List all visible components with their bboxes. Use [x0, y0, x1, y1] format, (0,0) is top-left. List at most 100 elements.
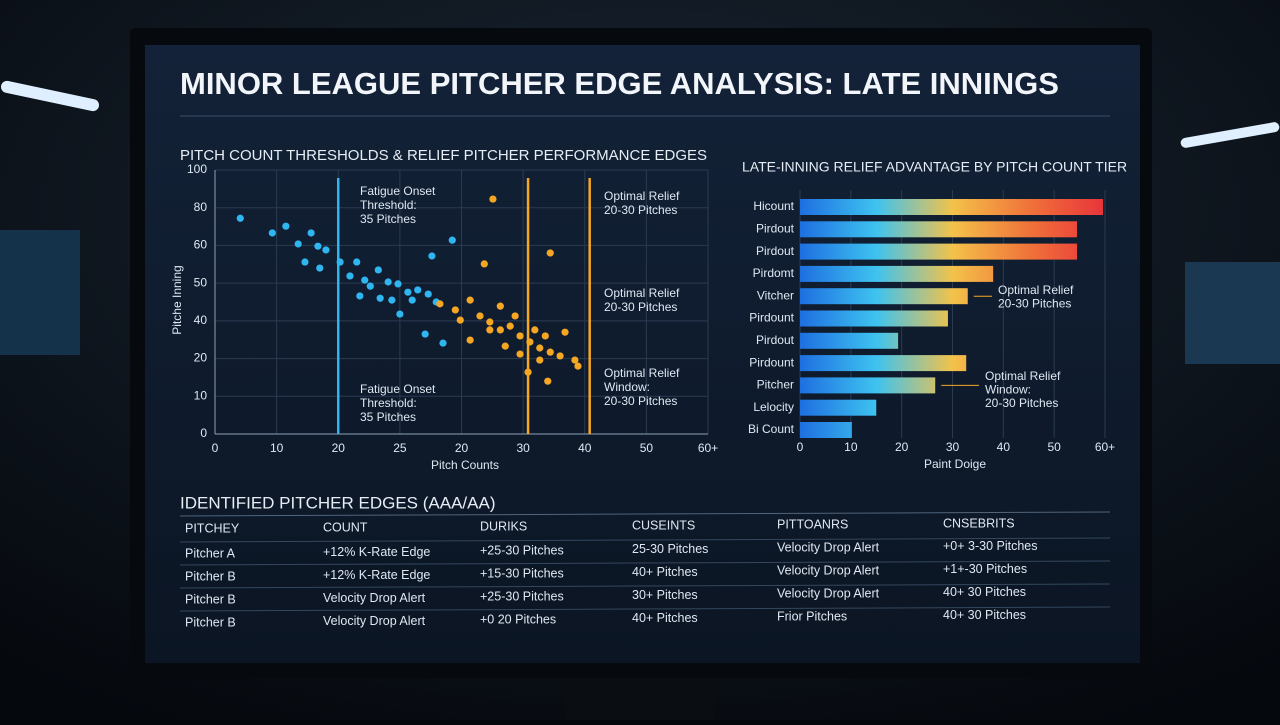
table-cell: Velocity Drop Alert: [777, 586, 880, 600]
x-tick-label: 0: [797, 440, 804, 454]
scatter-point: [294, 240, 302, 248]
table-header: PITTOANRS: [777, 517, 848, 531]
scatter-point: [546, 249, 554, 257]
y-axis-label: Pitche Inning: [170, 265, 184, 334]
scatter-point: [353, 258, 361, 266]
scatter-point: [571, 356, 579, 364]
scatter-point: [307, 229, 315, 237]
table-cell: 40+ 30 Pitches: [943, 585, 1026, 599]
table-cell: Pitcher A: [185, 546, 236, 560]
scatter-point: [489, 195, 497, 203]
scatter-point: [428, 252, 436, 260]
table-cell: 40+ Pitches: [632, 611, 698, 625]
scatter-point: [374, 266, 382, 274]
annotation: Fatigue Onset: [360, 382, 436, 396]
scatter-point: [356, 292, 364, 300]
bar: [800, 355, 967, 372]
scatter-point: [424, 290, 432, 298]
scatter-point: [448, 236, 456, 244]
annotation: 20-30 Pitches: [604, 300, 677, 314]
x-tick-label: 40: [578, 441, 592, 455]
table-cell: Velocity Drop Alert: [777, 540, 880, 554]
row-rule: [179, 560, 1111, 566]
table-cell: +1+-30 Pitches: [943, 562, 1027, 576]
scatter-point: [408, 296, 416, 304]
scatter-point: [384, 278, 392, 286]
y-tick-label: 80: [194, 200, 208, 214]
scatter-point: [388, 296, 396, 304]
scatter-point: [476, 312, 484, 320]
annotation: Optimal Relief: [998, 283, 1074, 297]
x-tick-label: 60+: [698, 441, 718, 455]
scatter-point: [414, 286, 422, 294]
x-tick-label: 20: [895, 440, 909, 454]
scatter-point: [404, 288, 412, 296]
table-cell: Pitcher B: [185, 569, 236, 583]
dashboard: PITCH COUNT THRESHOLDS & RELIEF PITCHER …: [170, 147, 1127, 629]
bar: [800, 422, 852, 438]
annotation: 20-30 Pitches: [604, 394, 677, 408]
scatter-point: [516, 350, 524, 358]
table-cell: Velocity Drop Alert: [323, 591, 426, 605]
y-tick-label: 20: [194, 351, 208, 365]
scatter-point: [511, 312, 519, 320]
scatter-point: [346, 272, 354, 280]
table-cell: +0 20 Pitches: [480, 612, 556, 626]
bar: [800, 265, 994, 282]
table-rule: [179, 511, 1111, 517]
annotation: 35 Pitches: [360, 212, 416, 226]
scatter-point: [486, 326, 494, 334]
bar: [800, 288, 968, 305]
table-cell: +12% K-Rate Edge: [323, 545, 430, 559]
category-label: Hicount: [753, 199, 794, 213]
row-rule: [179, 606, 1111, 612]
scatter-point: [501, 342, 509, 350]
scatter-point: [366, 282, 374, 290]
scatter-point: [531, 326, 539, 334]
annotation: 20-30 Pitches: [604, 203, 677, 217]
scatter-point: [436, 300, 444, 308]
scatter-point: [456, 316, 464, 324]
y-tick-label: 100: [187, 162, 207, 176]
y-tick-label: 50: [194, 275, 208, 289]
scatter-point: [466, 296, 474, 304]
x-tick-label: 20: [332, 441, 346, 455]
scatter-point: [301, 258, 309, 266]
category-label: Bi Count: [748, 422, 795, 436]
y-tick-label: 0: [200, 426, 207, 440]
scatter-point: [466, 336, 474, 344]
scatter-point: [394, 280, 402, 288]
bar: [800, 332, 899, 349]
scatter-point: [322, 246, 330, 254]
scatter-point: [314, 242, 322, 250]
scatter-point: [556, 352, 564, 360]
x-tick-label: 20: [455, 441, 469, 455]
table-cell: Velocity Drop Alert: [323, 614, 426, 628]
table-cell: Pitcher B: [185, 592, 236, 606]
table-header: CUSEINTS: [632, 518, 695, 532]
table-cell: +25-30 Pitches: [480, 589, 564, 603]
scatter-point: [480, 260, 488, 268]
scatter-point: [236, 214, 244, 222]
table-cell: +0+ 3-30 Pitches: [943, 539, 1038, 553]
row-rule: [179, 537, 1111, 543]
scatter-point: [496, 302, 504, 310]
scatter-point: [376, 294, 384, 302]
bar: [800, 199, 1103, 215]
scatter-point: [396, 310, 404, 318]
ceiling-light: [0, 80, 100, 112]
table-cell: Velocity Drop Alert: [777, 563, 880, 577]
x-tick-label: 50: [640, 441, 654, 455]
table-cell: Frior Pitches: [777, 609, 847, 623]
annotation: Optimal Relief: [604, 366, 680, 380]
bar: [800, 399, 877, 416]
ceiling-light: [1180, 122, 1280, 148]
scatter-point: [439, 339, 447, 347]
x-axis-label: Pitch Counts: [431, 458, 499, 472]
annotation: Optimal Relief: [604, 189, 680, 203]
bar: [800, 310, 948, 327]
annotation: Optimal Relief: [985, 369, 1061, 383]
table-title: IDENTIFIED PITCHER EDGES (AAA/AA): [180, 493, 496, 512]
scatter-point: [316, 264, 324, 272]
scatter-point: [544, 377, 552, 385]
